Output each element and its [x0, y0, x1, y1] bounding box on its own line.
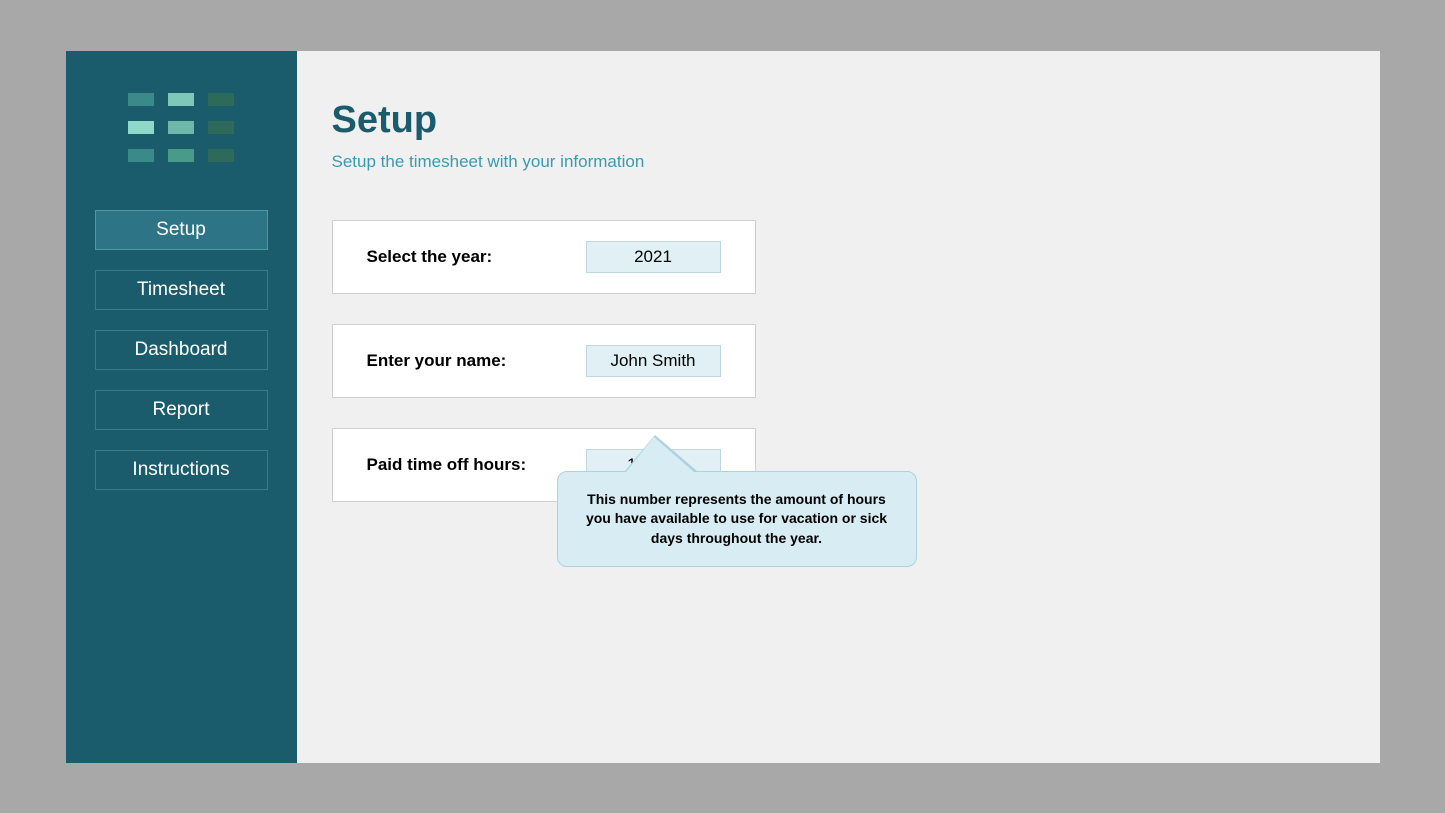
sidebar-item-timesheet[interactable]: Timesheet	[95, 270, 268, 310]
logo-cell	[168, 93, 194, 106]
sidebar-item-dashboard[interactable]: Dashboard	[95, 330, 268, 370]
app-container: Setup Timesheet Dashboard Report Instruc…	[66, 51, 1380, 763]
form-card-name: Enter your name: John Smith	[332, 324, 756, 398]
tooltip-box: This number represents the amount of hou…	[557, 471, 917, 568]
logo-cell	[168, 121, 194, 134]
sidebar-item-setup[interactable]: Setup	[95, 210, 268, 250]
page-subtitle: Setup the timesheet with your informatio…	[332, 152, 1345, 172]
tooltip-text: This number represents the amount of hou…	[586, 491, 887, 546]
name-label: Enter your name:	[367, 351, 507, 371]
year-input[interactable]: 2021	[586, 241, 721, 273]
sidebar-item-instructions[interactable]: Instructions	[95, 450, 268, 490]
sidebar-item-report[interactable]: Report	[95, 390, 268, 430]
logo-cell	[168, 149, 194, 162]
logo-cell	[128, 93, 154, 106]
logo-cell	[208, 93, 234, 106]
logo-cell	[208, 149, 234, 162]
page-title: Setup	[332, 99, 1345, 142]
form-card-year: Select the year: 2021	[332, 220, 756, 294]
tooltip-container: This number represents the amount of hou…	[557, 471, 917, 568]
sidebar: Setup Timesheet Dashboard Report Instruc…	[66, 51, 297, 763]
logo-cell	[128, 149, 154, 162]
pto-label: Paid time off hours:	[367, 455, 527, 475]
name-input[interactable]: John Smith	[586, 345, 721, 377]
main-content: Setup Setup the timesheet with your info…	[297, 51, 1380, 763]
logo-cell	[128, 121, 154, 134]
logo-cell	[208, 121, 234, 134]
logo-icon	[128, 93, 234, 162]
year-label: Select the year:	[367, 247, 493, 267]
